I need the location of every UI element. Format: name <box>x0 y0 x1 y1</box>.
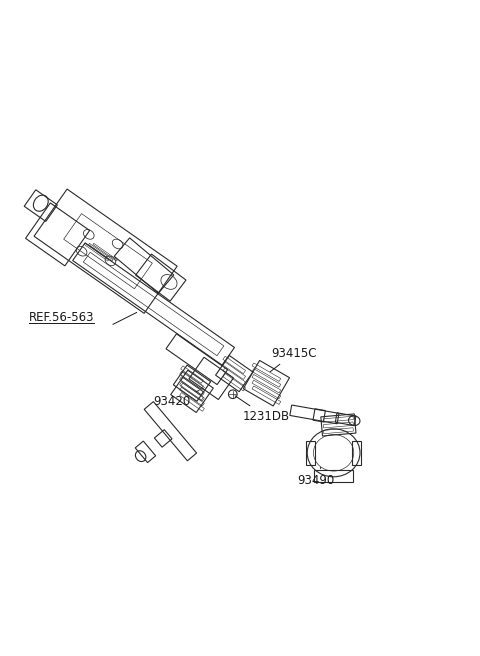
Text: 93420: 93420 <box>154 390 199 408</box>
Text: 93490: 93490 <box>298 468 335 487</box>
Text: 1231DB: 1231DB <box>235 396 289 423</box>
Text: REF.56-563: REF.56-563 <box>29 311 94 324</box>
Text: 93415C: 93415C <box>270 347 317 372</box>
